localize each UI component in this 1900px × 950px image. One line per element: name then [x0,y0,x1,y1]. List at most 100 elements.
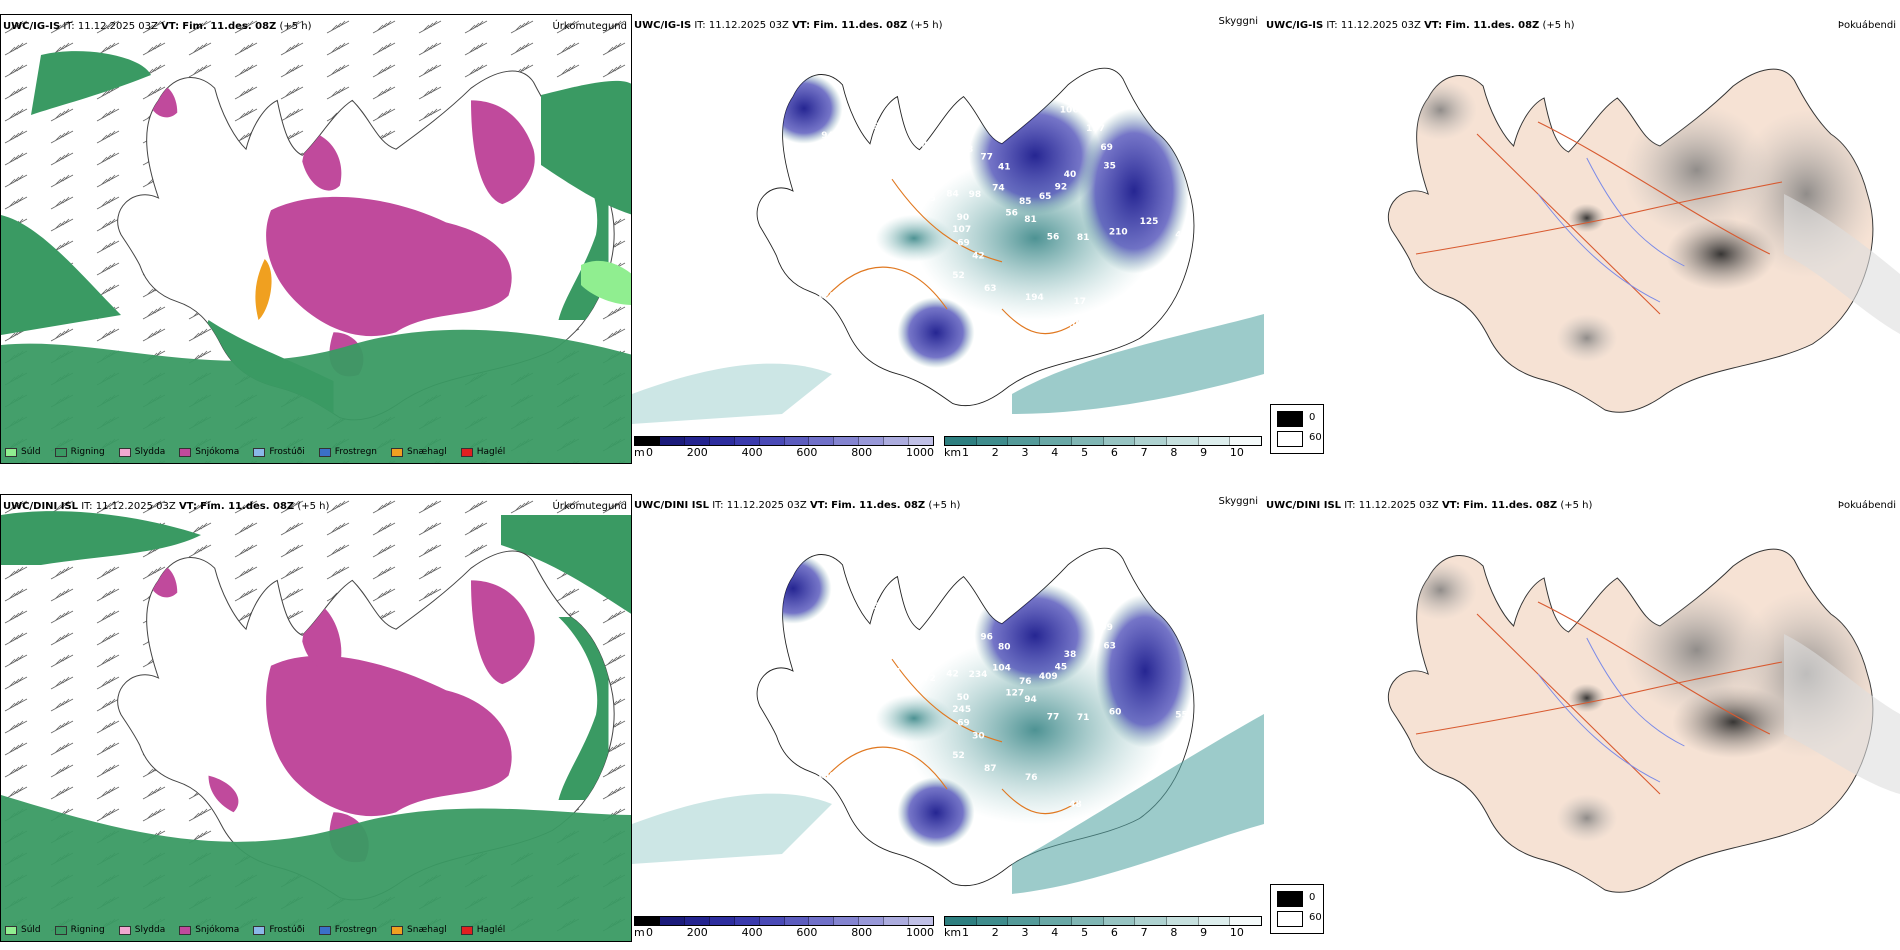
visibility-value-label: 44 [1175,230,1188,240]
legend-item-snaehagl: Snæhagl [391,447,447,457]
visibility-value-label: 75 [912,120,925,130]
visibility-value-label: 63 [984,284,997,294]
vis-m-ticks: 0 200 400 600 800 1000 [646,446,934,459]
visibility-value-label: 76 [883,187,896,197]
vis-km-unit: km [944,926,962,939]
visibility-map: 85 90 41 56 76 35 52 75 44 38 106 50 98 65 107 77 81 137 6… [632,67,1264,424]
precip-type-panel-bottom: UWC/DINI ISL IT: 11.12.2025 03Z VT: Fim.… [0,494,632,942]
vis-km-unit: km [944,446,962,459]
visibility-value-label: 74 [992,184,1005,194]
visibility-value-label: 81 [1024,215,1037,225]
visibility-value-label: 57 [837,237,850,247]
param-name: Skyggni [1218,16,1258,27]
swatch [5,447,17,457]
visibility-value-label: 30 [1232,159,1245,169]
visibility-value-label: 62 [1049,77,1062,87]
visibility-value-label: 588 [954,145,973,155]
visibility-value-label: 65 [1039,192,1052,202]
panel-title: UWC/DINI ISL IT: 11.12.2025 03Z VT: Fim.… [3,501,330,512]
visibility-value-label: 234 [969,670,988,680]
visibility-value-label: 75 [867,602,880,612]
visibility-value-label: 45 [1055,663,1068,673]
visibility-value-label: 69 [957,239,970,249]
fog-map [1387,68,1900,413]
visibility-value-label: 52 [952,751,965,761]
visibility-value-label: 38 [1064,650,1077,660]
visibility-value-label: 40 [1064,170,1077,180]
precip-legend: Súld Rigning Slydda Snjókoma Frostúði Fr… [5,925,505,935]
visibility-value-label: 55 [798,745,811,755]
visibility-value-label: 176 [778,146,797,156]
visibility-value-label: 67 [792,718,805,728]
visibility-value-label: 210 [1109,228,1128,238]
visibility-value-label: 76 [1025,773,1038,783]
visibility-value-label: 137 [1086,124,1105,134]
visibility-value-label: 111 [883,667,902,677]
visibility-value-label: 56 [1005,209,1018,219]
visibility-value-label: 57 [860,680,873,690]
vis-km-colorbar [944,436,1262,446]
visibility-labels: 85 90 41 56 76 35 52 75 44 38 106 50 98 65 107 77 81 137 6… [778,77,1245,330]
legend-item-snjokoma: Snjókoma [179,447,239,457]
visibility-value-label: 30 [972,732,985,742]
visibility-value-label: 99 [954,625,967,635]
visibility-value-label: 35 [923,194,936,204]
visibility-value-label: 41 [998,163,1011,173]
visibility-value-label: 125 [1140,217,1159,227]
visibility-value-label: 60 [1109,708,1122,718]
visibility-value-label: 92 [1055,183,1068,193]
visibility-value-label: 72 [923,674,936,684]
vis-m-ticks: 0 200 400 600 800 1000 [646,926,934,939]
visibility-value-label: 106 [1060,106,1079,116]
visibility-value-label: 48 [1069,800,1082,810]
vis-km-colorbar [944,916,1262,926]
vis-m-colorbar [634,916,934,926]
vis-m-unit: m [634,446,645,459]
vis-km-ticks: 1 2 3 4 5 6 7 8 9 10 [962,446,1244,459]
visibility-value-label: 56 [1047,233,1060,243]
visibility-value-label: 47 [922,141,935,151]
param-name: Skyggni [1218,496,1258,507]
visibility-value-label: 176 [821,611,840,621]
visibility-value-label: 42 [972,252,985,262]
panel-title: UWC/IG-IS IT: 11.12.2025 03Z VT: Fim. 11… [634,20,943,31]
visibility-value-label: 76 [1019,677,1032,687]
visibility-value-label: 56 [798,265,811,275]
visibility-value-label: 128 [817,292,836,302]
visibility-value-label: 38 [792,238,805,248]
visibility-value-label: 69 [1100,143,1113,153]
visibility-value-label: 363 [844,697,863,707]
visibility-value-label: 55 [1175,710,1188,720]
legend-item-sudd: Súld [5,447,41,457]
visibility-value-label: 56 [1049,557,1062,567]
visibility-value-label: 81 [1077,233,1090,243]
visibility-panel-top: UWC/IG-IS IT: 11.12.2025 03Z VT: Fim. 11… [632,14,1264,464]
precip-type-map [1,15,631,463]
visibility-value-label: 71 [1077,713,1090,723]
visibility-value-label: 17 [1074,297,1087,307]
visibility-value-label: 199 [817,772,836,782]
visibility-value-label: 80 [998,643,1011,653]
param-name: Úrkomutegund [552,21,627,32]
panel-title: UWC/DINI ISL IT: 11.12.2025 03Z VT: Fim.… [634,500,961,511]
fog-legend: 0 60 [1270,884,1324,934]
visibility-value-label: 99 [1100,623,1113,633]
visibility-value-label: 96 [980,632,993,642]
visibility-value-label: 104 [992,664,1011,674]
panel-title: UWC/DINI ISL IT: 11.12.2025 03Z VT: Fim.… [1266,500,1593,511]
panel-title: UWC/IG-IS IT: 11.12.2025 03Z VT: Fim. 11… [1266,20,1575,31]
visibility-value-label: 98 [969,190,982,200]
visibility-value-label: 91 [1228,187,1241,197]
vis-m-unit: m [634,926,645,939]
visibility-value-label: 69 [957,719,970,729]
visibility-value-label: 42 [946,670,959,680]
visibility-value-label: 85 [1019,197,1032,207]
param-name: Úrkomutegund [552,501,627,512]
visibility-value-label: 77 [1047,713,1060,723]
visibility-labels: 76 50 80 77 111 63 52 81 55 67 58 48 234 409 245 96 71 57… [792,557,1247,810]
visibility-value-label: 194 [1025,293,1044,303]
visibility-value-label: 84 [946,190,959,200]
visibility-value-label: 94 [821,131,834,141]
visibility-value-label: 106 [1092,90,1111,100]
visibility-value-label: 50 [1069,320,1082,330]
